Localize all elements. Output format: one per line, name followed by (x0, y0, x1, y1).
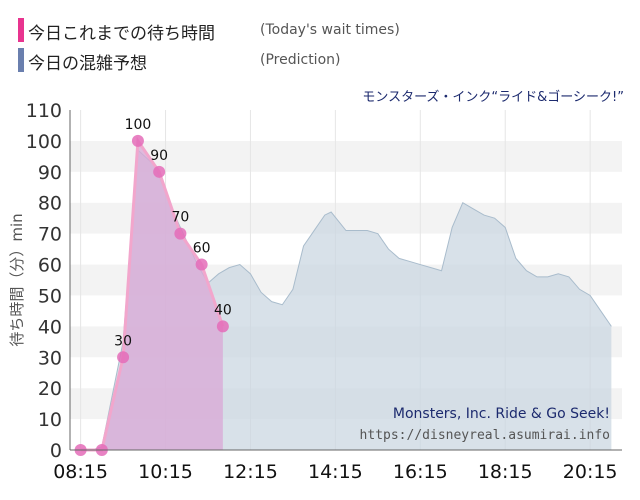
y-axis-label: 待ち時間（分）min (8, 213, 26, 346)
y-tick-label: 50 (38, 285, 62, 307)
y-tick-label: 10 (38, 409, 62, 431)
data-label: 100 (125, 117, 152, 133)
y-tick-label: 30 (38, 347, 62, 369)
today-point (131, 134, 144, 147)
y-tick-label: 90 (38, 162, 62, 184)
attraction-title: モンスターズ・インク“ライド&ゴーシーク!” (362, 90, 624, 105)
x-tick-label: 20:15 (563, 461, 618, 483)
legend-swatch-prediction (18, 48, 24, 72)
x-tick-label: 16:15 (393, 461, 448, 483)
today-point (117, 351, 130, 364)
y-tick-label: 40 (38, 316, 62, 338)
today-point (216, 320, 229, 333)
x-tick-label: 14:15 (308, 461, 363, 483)
today-point (174, 227, 187, 240)
y-tick-label: 100 (26, 131, 62, 153)
data-label: 60 (193, 241, 211, 257)
y-tick-label: 110 (26, 100, 62, 122)
data-label: 30 (114, 333, 132, 349)
grid-band (70, 110, 622, 141)
y-tick-label: 70 (38, 224, 62, 246)
y-tick-label: 60 (38, 255, 62, 277)
today-point (195, 258, 208, 271)
y-tick-label: 80 (38, 193, 62, 215)
data-label: 40 (214, 302, 232, 318)
watermark-url: https://disneyreal.asumirai.info (359, 428, 610, 443)
y-tick-label: 20 (38, 378, 62, 400)
legend-swatch-today (18, 18, 24, 42)
legend-label-today: 今日これまでの待ち時間 (28, 24, 215, 44)
data-label: 90 (150, 148, 168, 164)
today-point (153, 165, 166, 178)
legend-sub-today: (Today's wait times) (260, 22, 400, 38)
x-tick-label: 12:15 (223, 461, 278, 483)
x-tick-label: 18:15 (478, 461, 533, 483)
legend-sub-prediction: (Prediction) (260, 52, 341, 68)
today-area (80, 140, 223, 450)
legend-label-prediction: 今日の混雑予想 (28, 54, 147, 74)
y-tick-label: 0 (50, 440, 62, 462)
data-label: 70 (171, 210, 189, 226)
x-tick-label: 10:15 (138, 461, 193, 483)
x-tick-label: 08:15 (53, 461, 108, 483)
watermark-attraction-name: Monsters, Inc. Ride & Go Seek! (392, 406, 610, 422)
today-line (80, 136, 225, 452)
